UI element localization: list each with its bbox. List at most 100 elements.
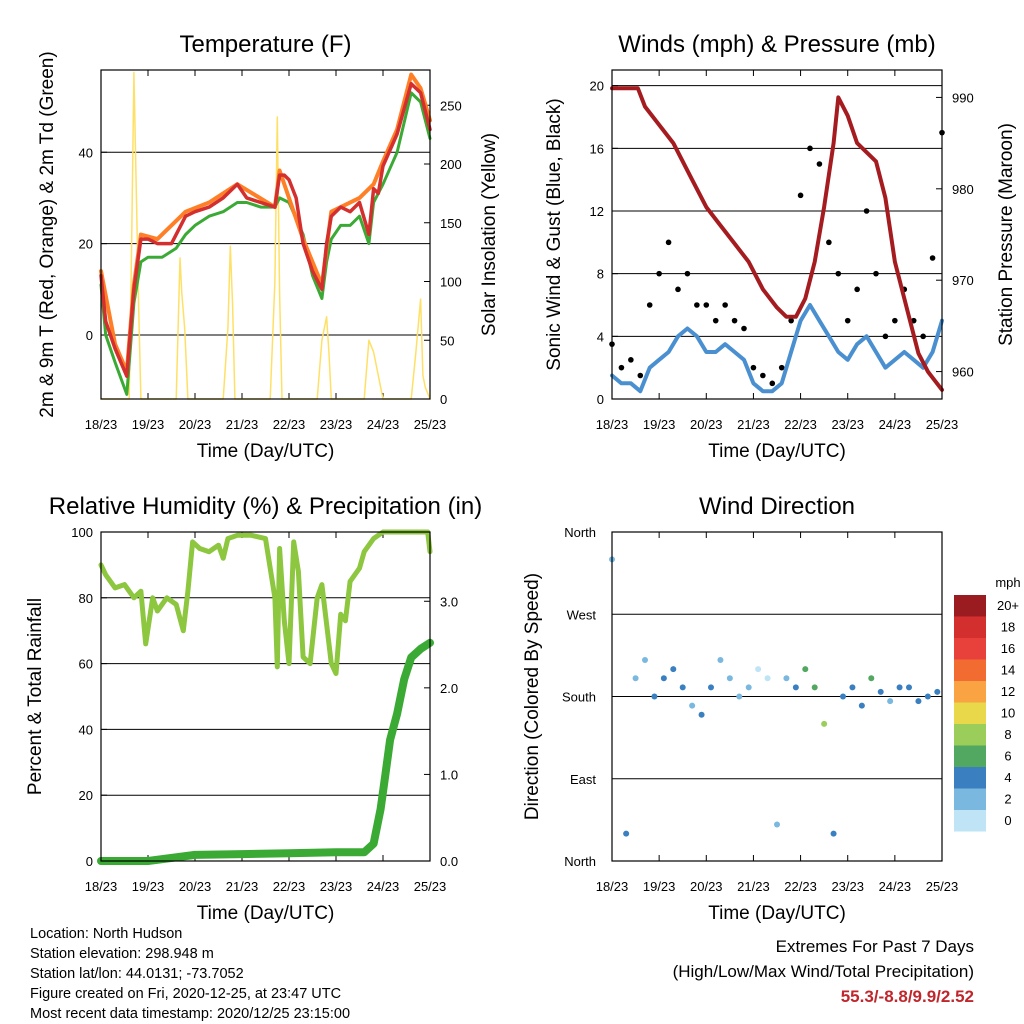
y-right-tick-label: 2.0 <box>440 681 458 696</box>
legend-swatch <box>954 595 986 617</box>
x-tick-label: 19/23 <box>643 417 676 432</box>
x-tick-label: 19/23 <box>643 879 676 894</box>
gust-point <box>741 325 747 332</box>
x-tick-label: 24/23 <box>367 879 400 894</box>
x-tick-label: 22/23 <box>784 879 817 894</box>
gust-point <box>882 333 889 340</box>
direction-point <box>623 830 630 837</box>
gust-point <box>703 302 710 308</box>
direction-point <box>896 684 903 691</box>
y-tick-label: 40 <box>79 722 93 737</box>
direction-point <box>660 675 667 682</box>
y-right-tick-label: 100 <box>440 275 462 290</box>
plot-frame <box>100 69 431 400</box>
y-tick-label: 8 <box>597 267 604 282</box>
y-tick-label: 4 <box>597 329 604 344</box>
legend-label: 10 <box>1001 706 1015 721</box>
x-tick-label: 23/23 <box>831 417 864 432</box>
direction-point <box>934 688 941 695</box>
x-tick-label: 20/23 <box>690 417 723 432</box>
x-tick-label: 23/23 <box>320 417 353 432</box>
x-tick-label: 19/23 <box>132 879 165 894</box>
panel-wind-direction: Wind Direction Time (Day/UTC) Direction (C… <box>522 493 1021 924</box>
x-tick-label: 23/23 <box>831 879 864 894</box>
plot-frame <box>100 531 431 862</box>
y-tick-label: North <box>564 854 596 869</box>
legend-swatch <box>954 767 986 789</box>
x-tick-label: 24/23 <box>879 417 912 432</box>
gust-point <box>684 270 691 277</box>
direction-point <box>783 675 790 682</box>
x-tick-label: 21/23 <box>737 879 770 894</box>
x-tick-label: 23/23 <box>320 879 353 894</box>
y-tick-label: 12 <box>590 204 604 219</box>
gust-point <box>665 239 672 246</box>
y-axis-right-label: Station Pressure (Maroon) <box>996 123 1017 346</box>
plot-frame <box>611 531 943 862</box>
y-tick-label: 20 <box>79 788 93 803</box>
gust-point <box>731 317 738 324</box>
direction-point <box>877 688 884 695</box>
direction-point <box>821 720 828 727</box>
legend-swatch <box>954 616 986 638</box>
gust-point <box>797 192 804 199</box>
x-tick-label: 25/23 <box>926 879 959 894</box>
y-right-tick-label: 980 <box>952 182 974 197</box>
gust-point <box>628 357 634 363</box>
legend-swatch <box>954 681 986 703</box>
gust-point <box>826 239 832 246</box>
legend-swatch <box>954 659 986 681</box>
x-tick-label: 18/23 <box>85 879 118 894</box>
direction-point <box>670 666 677 673</box>
x-tick-label: 25/23 <box>414 879 447 894</box>
y-right-tick-label: 250 <box>440 98 462 113</box>
gust-point <box>675 286 681 293</box>
y-right-tick-label: 150 <box>440 216 462 231</box>
gust-point <box>760 372 766 379</box>
latlon-text: Station lat/lon: 44.0131; -73.7052 <box>30 966 244 982</box>
direction-point <box>868 675 875 682</box>
gust-point <box>844 317 851 324</box>
legend-label: 6 <box>1004 749 1011 764</box>
gust-point <box>769 380 776 387</box>
gust-point <box>646 302 653 308</box>
y-tick-label: 0 <box>86 328 93 343</box>
y-tick-label: 60 <box>79 657 93 672</box>
y-right-tick-label: 0.0 <box>440 854 458 869</box>
panel-title: Temperature (F) <box>179 31 351 58</box>
y-right-tick-label: 970 <box>952 273 974 288</box>
x-tick-label: 21/23 <box>737 417 770 432</box>
x-tick-label: 20/23 <box>690 879 723 894</box>
direction-point <box>915 698 922 705</box>
y-tick-label: 100 <box>71 525 93 540</box>
gust-point <box>656 270 662 277</box>
y-right-tick-label: 0 <box>440 392 447 407</box>
y-tick-label: 16 <box>590 141 604 156</box>
y-tick-label: 80 <box>79 591 93 606</box>
x-tick-label: 18/23 <box>596 879 629 894</box>
direction-point <box>906 684 912 691</box>
y-tick-label: East <box>570 772 596 787</box>
direction-point <box>840 693 846 700</box>
gust-point <box>712 317 719 324</box>
gust-point <box>637 372 644 379</box>
direction-point <box>830 830 837 837</box>
x-tick-label: 21/23 <box>226 879 259 894</box>
y-axis-label: Direction (Colored By Speed) <box>522 573 543 820</box>
direction-point <box>745 684 752 691</box>
direction-point <box>764 675 771 682</box>
x-tick-label: 25/23 <box>414 417 447 432</box>
legend-label: 0 <box>1004 813 1011 828</box>
panel-title: Relative Humidity (%) & Precipitation (i… <box>49 493 482 520</box>
direction-point <box>792 684 799 691</box>
direction-point <box>698 711 705 718</box>
extremes-values: 55.3/-8.8/9.9/2.52 <box>840 987 974 1006</box>
temp-2m-line <box>99 81 432 378</box>
gust-point <box>750 364 757 371</box>
y-tick-label: West <box>567 607 597 622</box>
x-tick-label: 20/23 <box>179 417 212 432</box>
x-tick-label: 22/23 <box>273 879 306 894</box>
x-tick-label: 25/23 <box>926 417 959 432</box>
legend-label: 18 <box>1001 620 1015 635</box>
